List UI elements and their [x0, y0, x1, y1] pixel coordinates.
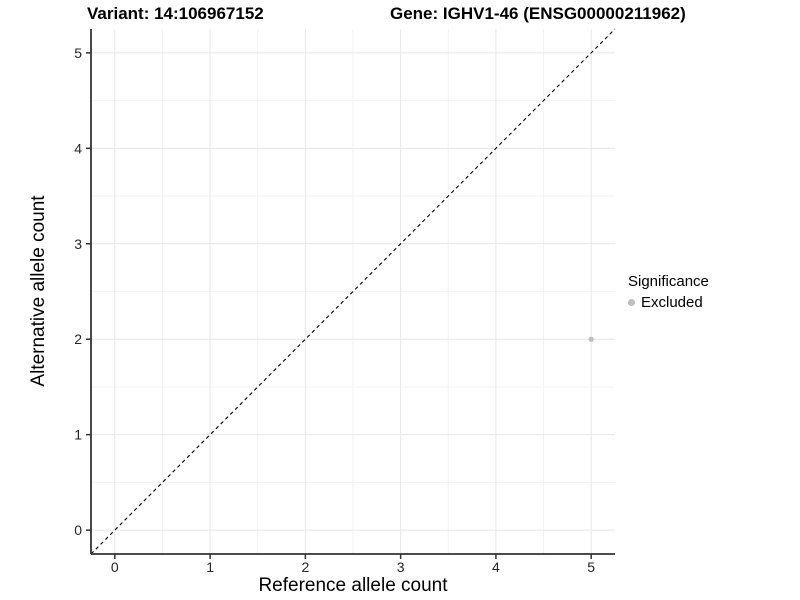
legend: Significance Excluded	[628, 273, 709, 311]
x-tick-label: 2	[301, 559, 309, 575]
x-tick-label: 1	[206, 559, 214, 575]
legend-entry: Excluded	[628, 294, 709, 311]
x-tick-label: 0	[111, 559, 119, 575]
x-axis-title: Reference allele count	[258, 575, 448, 596]
x-tick-label: 4	[492, 559, 500, 575]
legend-key-dot	[628, 299, 635, 306]
variant-title: Variant: 14:106967152	[87, 4, 264, 23]
y-axis-title: Alternative allele count	[28, 195, 49, 387]
y-tick-label: 3	[74, 236, 82, 252]
legend-title: Significance	[628, 273, 709, 290]
identity-line	[90, 28, 616, 555]
y-tick-label: 0	[74, 522, 82, 538]
x-tick-label: 3	[397, 559, 405, 575]
legend-entry-label: Excluded	[641, 294, 703, 311]
data-point	[588, 336, 594, 342]
y-tick-label: 1	[74, 427, 82, 443]
y-tick-label: 2	[74, 331, 82, 347]
y-tick-label: 4	[74, 140, 82, 156]
x-tick-label: 5	[587, 559, 595, 575]
y-tick-label: 5	[74, 45, 82, 61]
gene-title: Gene: IGHV1-46 (ENSG00000211962)	[390, 4, 686, 23]
